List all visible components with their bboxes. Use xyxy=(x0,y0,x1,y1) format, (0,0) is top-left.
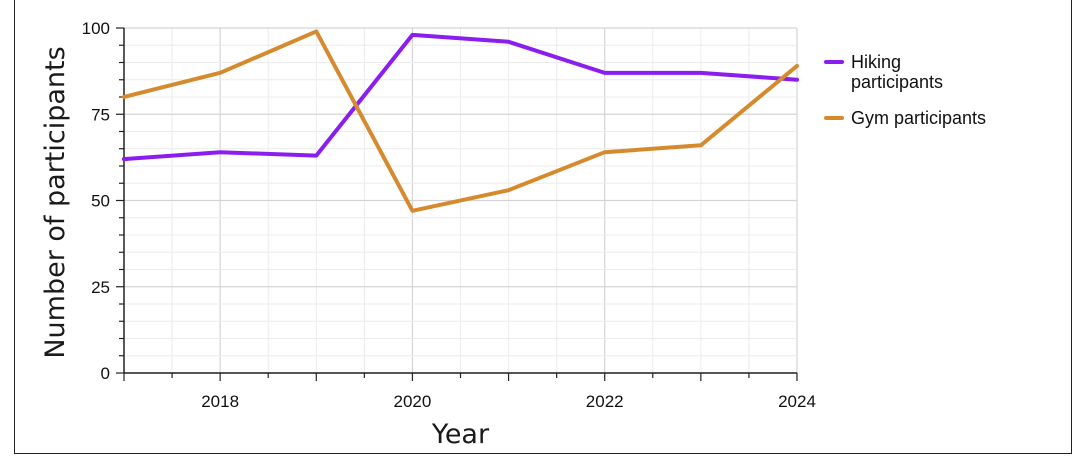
grid xyxy=(123,27,798,374)
y-tick-label: 25 xyxy=(91,278,110,297)
y-tick-label: 100 xyxy=(82,19,110,38)
axes: 0 25 50 75 100 2018 2020 2022 2024 xyxy=(82,19,816,411)
y-tick-label: 75 xyxy=(91,105,110,124)
series-line-0 xyxy=(122,32,799,162)
legend: Hiking participants Gym participants xyxy=(824,52,986,128)
x-tick-label: 2022 xyxy=(586,392,624,411)
series-line-1 xyxy=(122,29,799,213)
legend-label-1: Gym participants xyxy=(851,108,986,128)
x-tick-label: 2024 xyxy=(778,392,816,411)
y-tick-label: 0 xyxy=(101,364,110,383)
series-lines xyxy=(122,29,799,213)
x-tick-label: 2018 xyxy=(201,392,239,411)
chart-frame xyxy=(14,0,1072,454)
y-axis-title: Number of participants xyxy=(40,46,71,358)
x-axis-title: Year xyxy=(431,419,490,450)
y-tick-label: 50 xyxy=(91,192,110,211)
x-tick-label: 2020 xyxy=(394,392,432,411)
legend-label-0: Hiking participants xyxy=(851,52,943,92)
